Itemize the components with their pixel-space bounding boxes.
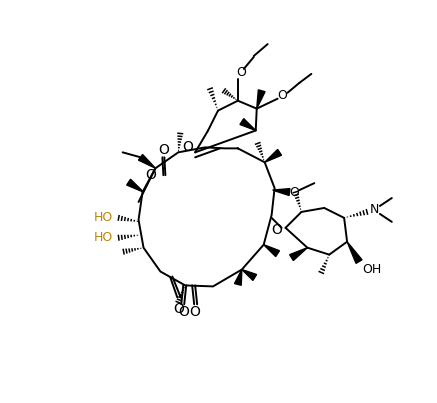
Text: O: O <box>290 185 299 199</box>
Text: O: O <box>182 140 193 154</box>
Text: O: O <box>277 89 288 102</box>
Polygon shape <box>235 270 242 285</box>
Polygon shape <box>139 154 156 168</box>
Text: HO: HO <box>94 231 113 244</box>
Polygon shape <box>347 242 362 264</box>
Text: O: O <box>158 143 169 157</box>
Polygon shape <box>273 189 290 195</box>
Text: O: O <box>178 305 189 319</box>
Polygon shape <box>265 150 281 162</box>
Text: O: O <box>173 302 184 316</box>
Text: O: O <box>145 168 156 182</box>
Text: O: O <box>236 66 246 79</box>
Polygon shape <box>242 270 257 280</box>
Polygon shape <box>127 179 143 192</box>
Polygon shape <box>240 118 256 131</box>
Text: N: N <box>370 204 380 216</box>
Text: O: O <box>271 223 282 237</box>
Text: O: O <box>190 305 201 319</box>
Text: OH: OH <box>362 263 381 276</box>
Polygon shape <box>264 245 280 257</box>
Polygon shape <box>290 248 307 261</box>
Polygon shape <box>257 90 265 109</box>
Text: HO: HO <box>94 212 113 224</box>
